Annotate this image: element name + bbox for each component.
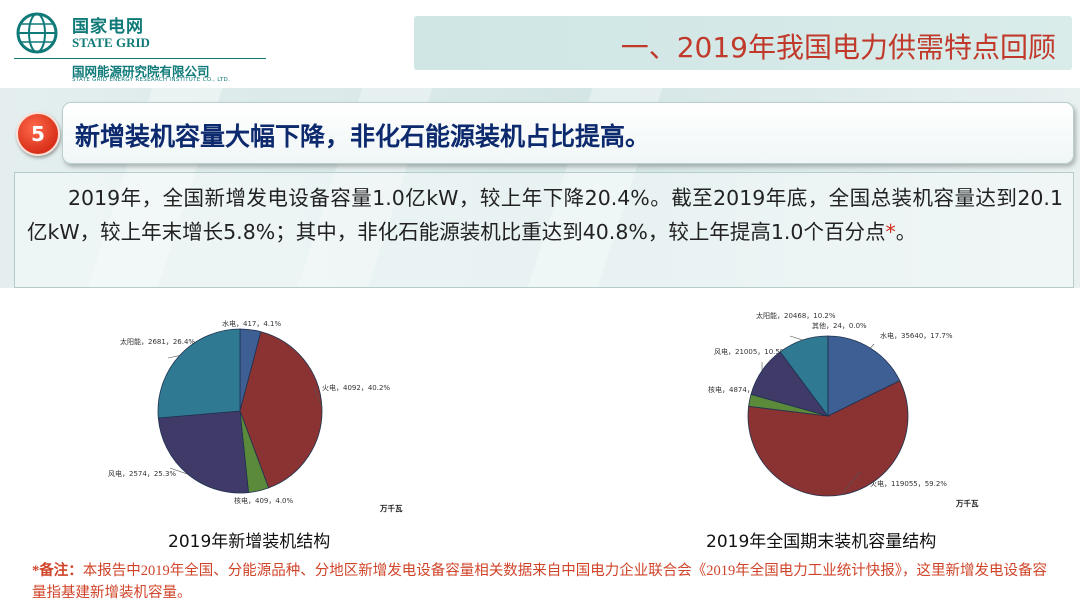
pie-data-label: 其他，24，0.0% — [812, 321, 867, 330]
pie-leader-line — [825, 335, 829, 339]
pie-slice-风电 — [157, 410, 249, 494]
logo-english-name: STATE GRID — [72, 35, 150, 50]
pie-leader-line — [257, 489, 259, 492]
footnote: *备注：本报告中2019年全国、分能源品种、分地区新增发电设备容量相关数据来自中… — [32, 560, 1057, 604]
chart-caption-new-capacity: 2019年新增装机结构 — [168, 532, 331, 552]
chart-caption-total-capacity: 2019年全国期末装机容量结构 — [706, 532, 937, 552]
pie-leader-line — [841, 471, 861, 496]
footnote-marker: * — [885, 220, 896, 244]
chart-unit-label: 万千瓦 — [379, 503, 403, 513]
pie-leader-line — [313, 387, 323, 408]
headline-box: 新增装机容量大幅下降，非化石能源装机占比提高。 — [62, 102, 1074, 164]
pie-data-label: 太阳能，20468，10.2% — [756, 311, 836, 320]
logo-chinese-name: 国家电网 — [72, 17, 144, 37]
pie-slice-太阳能 — [157, 328, 241, 419]
chart-unit-label: 万千瓦 — [955, 498, 979, 508]
pie-leader-line — [789, 335, 803, 341]
section-headline: 新增装机容量大幅下降，非化石能源装机占比提高。 — [75, 122, 651, 151]
slide-title: 一、2019年我国电力供需特点回顾 — [620, 31, 1056, 64]
pie-data-label: 风电，21005，10.5% — [714, 347, 787, 356]
pie-data-label: 风电，2574，25.3% — [108, 469, 176, 478]
pie-leader-line — [169, 467, 188, 475]
pie-leader-line — [167, 355, 180, 359]
summary-box: 2019年，全国新增发电设备容量1.0亿kW，较上年下降20.4%。截至2019… — [14, 172, 1074, 288]
pie-data-label: 太阳能，2681，26.4% — [120, 337, 195, 346]
institute-chinese-name: 国网能源研究院有限公司 — [72, 64, 210, 79]
pie-leader-line — [870, 343, 875, 349]
pie-charts: 水电，417，4.1% 火电，4092，40.2% 核电，409，4.0% 风电，25… — [108, 311, 979, 513]
pie-leader-line — [247, 329, 251, 333]
pie-data-label: 水电，417，4.1% — [222, 319, 281, 328]
logo-divider — [14, 58, 266, 59]
summary-text: 2019年，全国新增发电设备容量1.0亿kW，较上年下降20.4%。截至2019… — [27, 186, 1063, 244]
pie-data-label: 核电，4874，2.4% — [708, 385, 772, 394]
footnote-label: *备注： — [32, 563, 83, 579]
section-number-badge: 5 — [16, 112, 60, 156]
pie-data-label: 火电，4092，40.2% — [322, 383, 390, 392]
summary-body: 2019年，全国新增发电设备容量1.0亿kW，较上年下降20.4%。截至2019… — [27, 186, 1063, 244]
pie-slice-火电 — [747, 380, 909, 497]
pie-data-label: 核电，409，4.0% — [234, 496, 293, 505]
pie-slice-火电 — [239, 331, 323, 489]
pie-data-label: 火电，119055，59.2% — [870, 479, 947, 488]
globe-logo-icon — [16, 12, 58, 54]
footnote-text: 本报告中2019年全国、分能源品种、分地区新增发电设备容量相关数据来自中国电力企… — [32, 563, 1047, 601]
pie-data-label: 水电，35640，17.7% — [880, 331, 953, 340]
state-grid-logo: 国家电网 STATE GRID 国网能源研究院有限公司 STATE GRID E… — [14, 8, 274, 86]
institute-english-name: STATE GRID ENERGY RESEARCH INSTITUTE CO.… — [72, 77, 231, 83]
slide-title-box: 一、2019年我国电力供需特点回顾 — [414, 16, 1072, 70]
